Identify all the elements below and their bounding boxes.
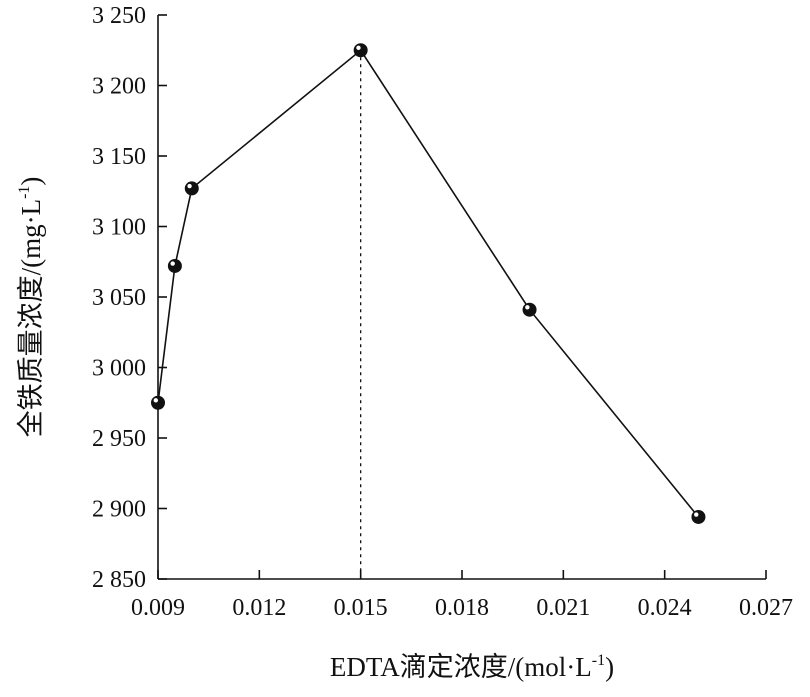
y-tick-label: 3 000 [92, 356, 146, 382]
x-tick-label: 0.012 [232, 595, 286, 621]
data-point-highlight [153, 398, 158, 403]
x-tick-label: 0.027 [739, 595, 793, 621]
data-point-highlight [187, 183, 192, 189]
y-tick-label: 2 850 [92, 567, 146, 593]
data-point [353, 43, 368, 58]
y-axis-title-main: 全铁质量浓度/(mg·L [16, 199, 46, 437]
x-axis-title-superscript: -1 [592, 652, 605, 669]
data-point [184, 181, 199, 196]
y-tick-label: 3 200 [92, 74, 146, 100]
y-tick-label: 2 950 [92, 426, 146, 452]
series-line [157, 49, 700, 518]
data-point-highlight [694, 512, 699, 517]
series [151, 43, 706, 524]
x-tick-label: 0.024 [638, 595, 692, 621]
x-ticks: 0.009 0.012 0.015 0.018 0.021 0.024 0.027 [131, 570, 793, 621]
x-axis-title-end: ) [605, 652, 614, 682]
y-ticks: 2 850 2 900 2 950 3 000 3 050 3 100 3 150 3 200… [92, 3, 167, 593]
x-tick-label: 0.018 [435, 595, 489, 621]
y-tick-label: 3 050 [92, 285, 146, 311]
data-point-highlight [356, 45, 361, 51]
x-axis-title-main: EDTA滴定浓度/(mol·L [330, 652, 592, 682]
y-axis-title: 全铁质量浓度/(mg·L-1) [16, 177, 46, 438]
y-tick-label: 3 150 [92, 144, 146, 170]
x-axis-title: EDTA滴定浓度/(mol·L-1) [330, 652, 614, 682]
data-point [167, 258, 182, 273]
data-point [151, 395, 165, 410]
y-tick-label: 3 100 [92, 215, 146, 241]
y-axis-title-end: ) [16, 177, 46, 186]
y-tick-label: 2 900 [92, 497, 146, 523]
y-axis-title-superscript: -1 [16, 186, 33, 199]
x-tick-label: 0.009 [131, 595, 185, 621]
data-point [691, 509, 706, 524]
y-tick-label: 3 250 [92, 3, 146, 29]
x-tick-label: 0.021 [536, 595, 590, 621]
axes [157, 15, 766, 580]
data-point-highlight [170, 261, 175, 266]
x-tick-label: 0.015 [334, 595, 388, 621]
data-point [522, 302, 537, 317]
data-point-highlight [525, 305, 530, 310]
